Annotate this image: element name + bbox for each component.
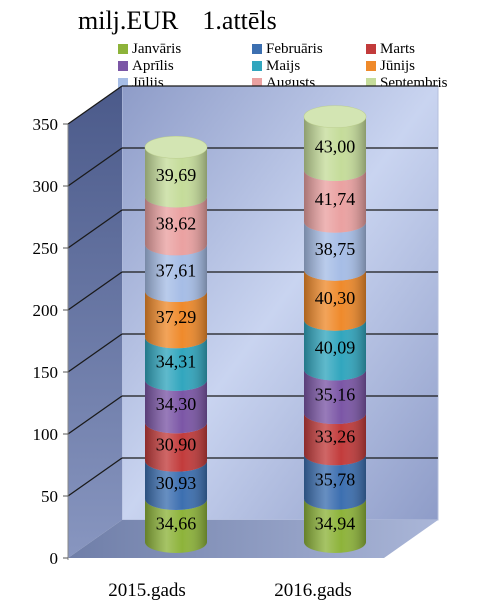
bar-segment-shading: [145, 147, 207, 208]
y-tick-label: 300: [33, 177, 59, 196]
bar-segment-shading: [304, 269, 366, 331]
gridline-side: [67, 85, 123, 125]
gridline-side: [67, 395, 123, 435]
bar-top-cap: [303, 105, 367, 128]
data-label: 35,16: [315, 384, 356, 404]
bar-segment-shading: [304, 413, 366, 466]
unit-label: milj.EUR: [78, 6, 179, 35]
y-tick-label: 250: [33, 239, 59, 258]
bar-segment-shading: [304, 221, 366, 281]
data-label: 38,75: [315, 239, 356, 259]
legend-item: Aprīlis: [118, 58, 174, 74]
legend-swatch: [118, 61, 128, 71]
floor: [68, 520, 438, 558]
bar-segment-shading: [145, 422, 207, 472]
gridline-side: [67, 209, 123, 249]
bar-stack: 34,66 30,93 30,90 34,30 34,31 37,29 37,61 38,62…: [144, 135, 208, 553]
data-label: 34,66: [156, 514, 197, 534]
legend-swatch: [252, 61, 262, 71]
y-tick-label: 200: [33, 301, 59, 320]
legend-swatch: [252, 78, 262, 88]
bar-top-cap: [144, 135, 208, 159]
y-tick-label: 350: [33, 115, 59, 134]
y-axis: 0 50 100 150 200 250 300 350: [33, 115, 69, 568]
bar-segment-shading: [145, 244, 207, 303]
legend-label: Jūnijs: [380, 58, 416, 74]
legend-label: Janvāris: [132, 41, 182, 57]
bar-segment-shading: [304, 116, 366, 181]
bar-segment-shading: [304, 319, 366, 381]
chart-walls: [68, 85, 439, 558]
legend-swatch: [366, 61, 376, 71]
data-label: 37,29: [156, 307, 197, 327]
bars: 34,66 30,93 30,90 34,30 34,31 37,29 37,61 38,62…: [144, 105, 367, 553]
chart-title: milj.EUR 1.attēls: [78, 6, 277, 36]
legend-item: Februāris: [252, 41, 323, 57]
gridline-side: [67, 333, 123, 373]
legend-swatch: [118, 44, 128, 54]
legend-swatch: [366, 78, 376, 88]
x-axis-labels: 2015.gads 2016.gads: [108, 580, 352, 601]
legend-label: Februāris: [266, 41, 323, 57]
data-label: 30,93: [156, 473, 197, 493]
data-label: 34,30: [156, 394, 197, 414]
legend-item: Janvāris: [118, 41, 181, 57]
bar-segment-shading: [145, 291, 207, 349]
legend-swatch: [366, 44, 376, 54]
y-tick-label: 150: [33, 363, 59, 382]
gridline-side: [67, 457, 123, 497]
x-category-label: 2016.gads: [274, 580, 352, 601]
x-category-label: 2015.gads: [108, 580, 186, 601]
legend-label: Marts: [380, 41, 415, 57]
legend-label: Aprīlis: [132, 58, 174, 74]
y-tick-label: 0: [50, 549, 59, 568]
bar-top-highlight: [145, 136, 207, 159]
data-label: 40,09: [315, 338, 356, 358]
legend-item: Jūnijs: [366, 58, 415, 74]
gridline-side: [67, 271, 123, 311]
y-tick-label: 50: [41, 487, 58, 506]
bar-top-highlight: [304, 105, 366, 128]
bar-segment-shading: [145, 499, 207, 553]
legend-item: Maijs: [252, 58, 300, 74]
legend-swatch: [118, 78, 128, 88]
bar-segment-shading: [304, 454, 366, 510]
data-label: 30,90: [156, 435, 197, 455]
data-label: 35,78: [315, 469, 356, 489]
data-label: 34,31: [156, 352, 197, 372]
bar-segment-shading: [145, 337, 207, 391]
data-label: 38,62: [156, 213, 197, 233]
bar-segment-shading: [145, 196, 207, 256]
bar-segment-shading: [304, 169, 366, 233]
bar-segment-shading: [304, 498, 366, 553]
figure-label: 1.attēls: [202, 6, 277, 35]
bar-segment-shading: [145, 460, 207, 511]
data-label: 34,94: [315, 513, 356, 533]
gridline-side: [67, 147, 123, 187]
bar-segment-shading: [304, 369, 366, 425]
data-label: 39,69: [156, 165, 197, 185]
data-label: 43,00: [315, 136, 356, 156]
legend-swatch: [252, 44, 262, 54]
y-tick-label: 100: [33, 425, 59, 444]
legend-item: Marts: [366, 41, 415, 57]
data-label: 33,26: [315, 427, 356, 447]
data-label: 37,61: [156, 261, 197, 281]
side-wall: [68, 86, 122, 558]
legend-label: Maijs: [266, 58, 301, 74]
data-label: 40,30: [315, 288, 356, 308]
bar-segment-shading: [145, 379, 207, 434]
bar-stack: 34,94 35,78 33,26 35,16 40,09 40,30 38,75 41,74…: [303, 105, 367, 553]
data-label: 41,74: [315, 189, 356, 209]
